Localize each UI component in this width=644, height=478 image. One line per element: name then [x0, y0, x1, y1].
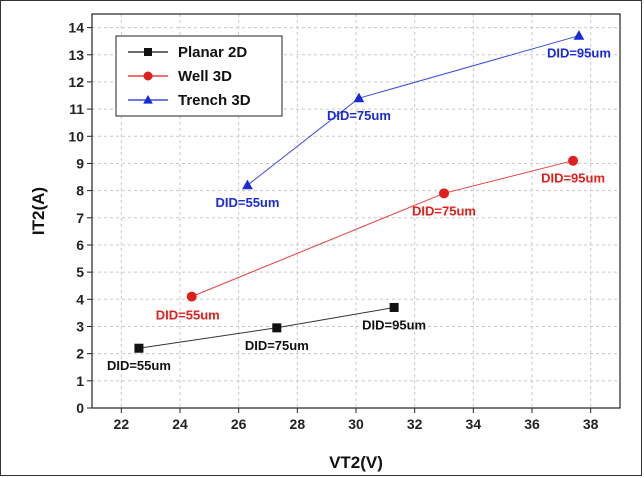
data-point-circle	[568, 155, 579, 166]
data-label: DID=95um	[541, 171, 605, 186]
x-tick-label: 36	[524, 416, 540, 432]
y-tick-label: 1	[76, 373, 84, 389]
data-point-square	[134, 343, 144, 353]
x-tick-label: 30	[348, 416, 364, 432]
y-tick-label: 8	[76, 183, 84, 199]
x-tick-label: 22	[114, 416, 130, 432]
y-tick-label: 13	[68, 47, 84, 63]
data-point-circle	[439, 188, 449, 199]
y-axis-title: IT2(A)	[29, 187, 48, 235]
data-point-circle	[186, 291, 197, 302]
legend-label: Trench 3D	[178, 92, 251, 109]
y-tick-label: 6	[76, 237, 84, 253]
y-tick-label: 7	[76, 210, 84, 226]
data-point-triangle	[353, 92, 365, 103]
x-tick-label: 38	[583, 416, 599, 432]
data-label: DID=75um	[412, 203, 476, 218]
data-label: DID=55um	[156, 308, 220, 323]
y-tick-label: 3	[76, 318, 84, 334]
y-tick-label: 4	[76, 291, 84, 307]
data-point-square	[389, 302, 399, 312]
x-axis-title: VT2(V)	[329, 453, 383, 472]
y-tick-label: 10	[68, 128, 84, 144]
x-tick-label: 26	[231, 416, 247, 432]
data-point-triangle	[573, 30, 585, 40]
legend-label: Planar 2D	[178, 44, 247, 61]
data-label: DID=55um	[215, 195, 279, 210]
y-tick-label: 5	[76, 264, 84, 280]
x-tick-label: 32	[407, 416, 423, 432]
legend-label: Well 3D	[178, 68, 232, 85]
legend-marker-triangle	[143, 95, 153, 104]
x-tick-label: 24	[172, 416, 188, 432]
y-tick-label: 11	[69, 101, 84, 117]
legend-marker-circle	[143, 71, 153, 81]
data-label: DID=75um	[245, 338, 309, 353]
data-label: DID=75um	[327, 108, 391, 123]
y-tick-label: 0	[76, 400, 84, 416]
data-label: DID=95um	[547, 46, 611, 61]
data-point-square	[272, 323, 282, 333]
y-tick-label: 12	[68, 74, 84, 90]
x-tick-label: 34	[466, 416, 482, 432]
data-label: DID=55um	[107, 358, 171, 373]
x-tick-label: 28	[290, 416, 306, 432]
legend-marker-square	[144, 48, 152, 56]
data-label: DID=95um	[362, 317, 426, 332]
y-tick-label: 9	[76, 155, 84, 171]
y-tick-label: 14	[68, 20, 84, 36]
y-tick-label: 2	[76, 346, 84, 362]
data-point-triangle	[242, 179, 253, 190]
